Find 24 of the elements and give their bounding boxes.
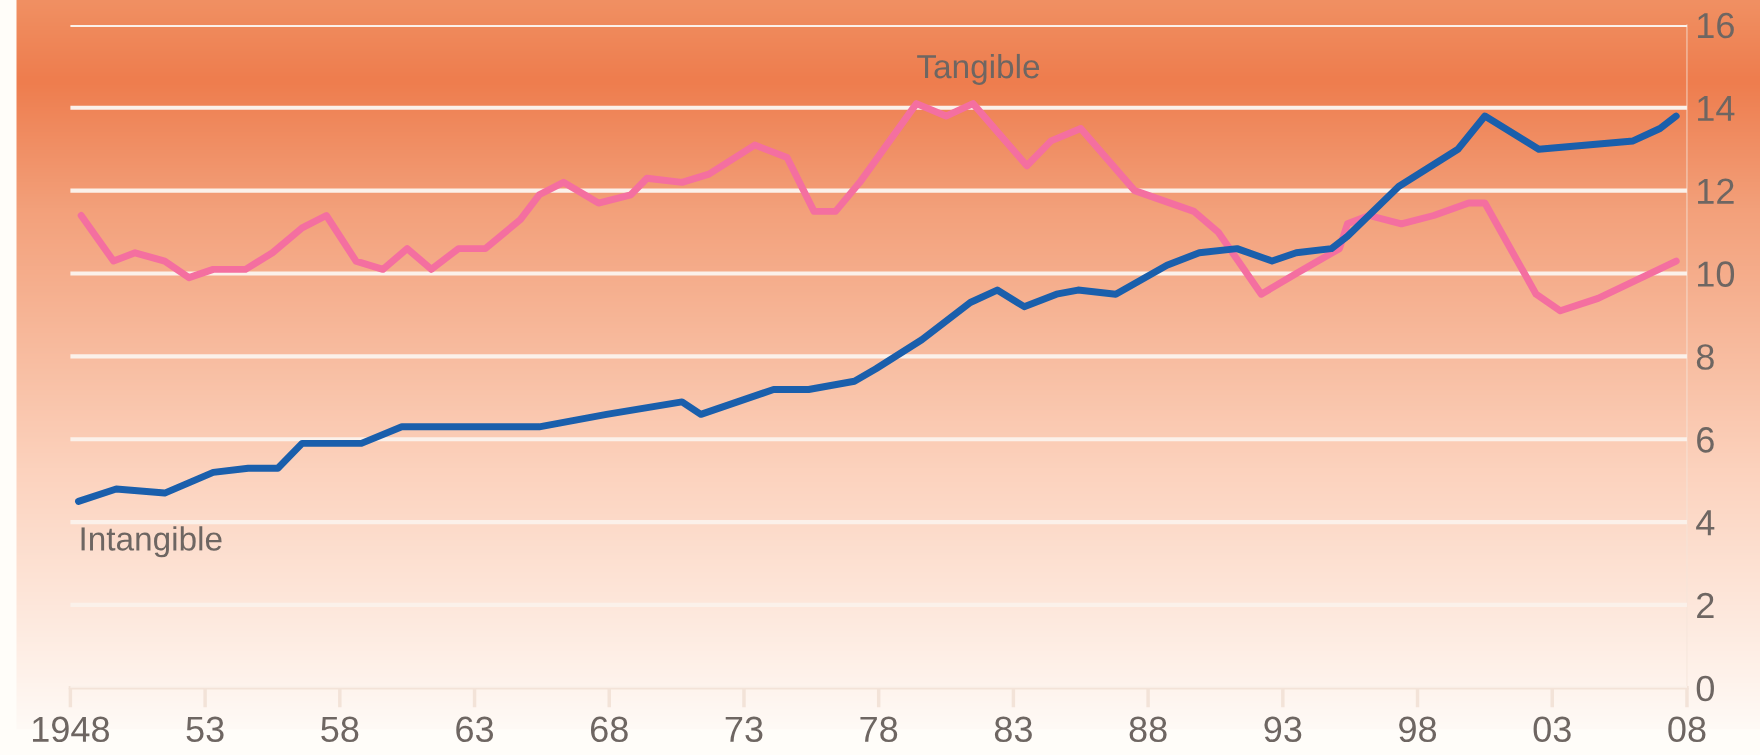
series-label: Tangible: [917, 53, 1040, 85]
x-tick-label: 73: [725, 716, 763, 743]
x-tick-label: 98: [1399, 716, 1437, 743]
series-label: Intangible: [81, 526, 222, 558]
y-tick-label: 8: [1696, 344, 1714, 370]
x-tick-label: 03: [1533, 716, 1571, 743]
x-tick-label: 1948: [32, 716, 109, 743]
y-tick-label: 16: [1698, 12, 1734, 39]
y-tick-label: 10: [1698, 261, 1735, 287]
x-tick-label: 88: [1129, 716, 1167, 743]
x-tick-label: 53: [186, 716, 224, 743]
x-tick-label: 68: [591, 716, 628, 743]
y-tick-label: 4: [1696, 510, 1715, 536]
x-tick-label: 08: [1668, 716, 1706, 743]
y-tick-label: 6: [1697, 427, 1714, 453]
x-tick-label: 83: [994, 716, 1032, 743]
y-tick-label: 14: [1698, 96, 1735, 121]
x-tick-label: 93: [1264, 716, 1302, 743]
x-tick-label: 78: [860, 716, 898, 743]
x-tick-label: 63: [456, 716, 494, 743]
y-tick-label: 2: [1697, 592, 1714, 619]
y-tick-label: 12: [1698, 178, 1734, 204]
y-tick-label: 0: [1696, 675, 1714, 702]
x-tick-label: 58: [321, 716, 359, 743]
